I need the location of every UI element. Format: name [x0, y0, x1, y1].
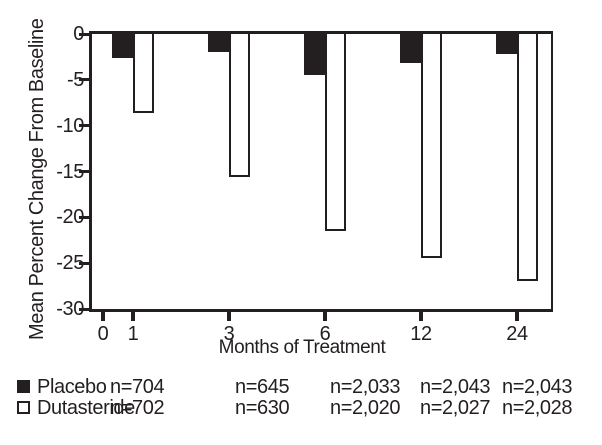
x-axis-tick-label: 0 — [97, 323, 109, 345]
legend-n-count: n=2,028 — [502, 397, 573, 419]
legend-n-count: n=2,027 — [420, 397, 491, 419]
legend-row-placebo: Placebo n=704 n=645 n=2,033 n=2,043 n=2,043 — [0, 377, 602, 397]
legend-n-count: n=2,043 — [502, 376, 573, 398]
x-axis-tick-label: 1 — [127, 323, 139, 345]
x-axis-tick — [419, 312, 423, 321]
y-axis-tick-label: -5 — [67, 68, 84, 91]
legend-swatch-dutasteride — [17, 401, 30, 414]
y-axis-tick — [79, 215, 92, 219]
y-axis-tick — [79, 32, 92, 36]
x-axis-tick-label: 12 — [410, 323, 432, 345]
y-axis-tick-label: -25 — [56, 252, 84, 275]
x-axis-title: Months of Treatment — [218, 337, 386, 358]
y-axis-tick — [79, 307, 92, 311]
y-axis-tick — [79, 124, 92, 128]
x-axis-tick — [323, 312, 327, 321]
x-axis-tick-label: 24 — [506, 323, 528, 345]
legend-n-count: n=2,043 — [420, 376, 491, 398]
bar-dutasteride-month-24 — [517, 34, 538, 281]
bar-placebo-month-12 — [400, 34, 421, 63]
legend-n-count: n=630 — [235, 397, 290, 419]
bar-dutasteride-month-3 — [229, 34, 250, 177]
legend-row-dutasteride: Dutasteride n=702 n=630 n=2,020 n=2,027 n=2,0… — [0, 398, 602, 418]
legend-n-count: n=704 — [110, 376, 165, 398]
x-axis-tick-label: 6 — [319, 323, 331, 345]
bar-dutasteride-month-1 — [133, 34, 154, 113]
y-axis-tick-label: -15 — [56, 160, 84, 183]
bar-placebo-month-6 — [304, 34, 325, 75]
legend-series-name: Placebo — [37, 376, 107, 398]
y-axis-tick-label: -30 — [56, 298, 84, 320]
plot-area: 0 -5 -10 -15 -20 -25 -30 0 1 3 6 12 24 — [56, 24, 553, 344]
legend: Placebo n=704 n=645 n=2,033 n=2,043 n=2,043 Du… — [0, 377, 602, 418]
legend-n-count: n=2,020 — [330, 397, 401, 419]
bar-dutasteride-month-12 — [421, 34, 442, 258]
y-axis-tick-label: -10 — [56, 114, 84, 137]
y-axis-tick — [79, 261, 92, 265]
x-axis-tick — [131, 312, 135, 321]
bar-placebo-month-24 — [496, 34, 517, 54]
x-axis-tick — [101, 312, 105, 321]
legend-swatch-placebo — [17, 380, 30, 393]
bar-placebo-month-1 — [112, 34, 133, 58]
y-axis-tick — [79, 170, 92, 173]
x-axis-tick — [227, 312, 231, 321]
y-axis-tick-label: -20 — [56, 206, 84, 229]
bar-placebo-month-3 — [208, 34, 229, 52]
legend-n-count: n=645 — [235, 376, 290, 398]
legend-n-count: n=2,033 — [330, 376, 401, 398]
x-axis-tick — [515, 312, 519, 321]
y-axis-tick — [79, 78, 92, 82]
legend-series-name: Dutasteride — [37, 397, 135, 419]
x-axis-tick-label: 3 — [223, 323, 235, 345]
bar-dutasteride-month-6 — [325, 34, 346, 231]
y-axis-tick-label: 0 — [73, 23, 84, 45]
legend-n-count: n=702 — [110, 397, 165, 419]
